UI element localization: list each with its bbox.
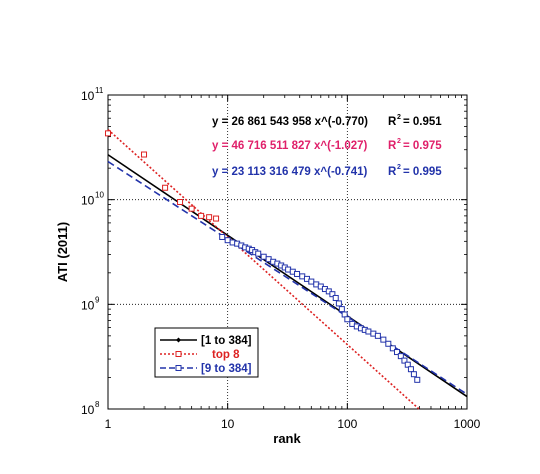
data-point (294, 270, 301, 277)
legend-entry-rest: [9 to 384] (160, 363, 252, 375)
data-point (414, 376, 421, 383)
annotation-fit-top8: y = 46 716 511 827 x^(-1.027) R 2 = 0.97… (212, 138, 442, 152)
data-point (219, 233, 226, 240)
y-tick-label-base: 10 (81, 194, 95, 208)
annotation-fit-all: y = 26 861 543 958 x^(-0.770) R 2 = 0.95… (212, 114, 442, 128)
legend-entry-top8: top 8 (160, 349, 240, 361)
annotation-r2-exp: 2 (397, 114, 401, 121)
data-point (260, 253, 267, 260)
data-point (385, 340, 392, 347)
data-point (344, 316, 351, 323)
y-tick-label-base: 10 (81, 403, 95, 417)
legend-square-marker (175, 351, 182, 357)
y-axis-label: ATI (2011) (55, 222, 70, 282)
data-point (255, 250, 262, 257)
annotation-r2-label: R (388, 140, 397, 152)
y-tick-label-base: 10 (81, 298, 95, 312)
x-tick-label: 100 (337, 417, 357, 431)
data-point (206, 214, 213, 221)
data-point (329, 291, 336, 298)
x-tick-label: 10 (221, 417, 235, 431)
annotation-equation: y = 26 861 543 958 x^(-0.770) (212, 116, 368, 128)
legend-label: [9 to 384] (201, 363, 252, 375)
legend-square-marker (175, 365, 182, 371)
annotation-r2-value: = 0.951 (403, 116, 442, 128)
data-point (162, 184, 169, 191)
data-point (177, 198, 184, 205)
data-point (393, 349, 400, 356)
x-axis-label: rank (273, 431, 301, 446)
data-point (380, 336, 387, 343)
data-point (198, 212, 205, 219)
data-point (141, 151, 148, 158)
annotation-r2-label: R (388, 116, 397, 128)
data-point (188, 205, 195, 212)
data-points (105, 130, 421, 383)
data-point (404, 361, 411, 368)
data-point (332, 294, 339, 301)
annotation-r2-value: = 0.975 (403, 140, 442, 152)
y-tick-label-base: 10 (81, 89, 95, 103)
x-tick-label: 1000 (454, 417, 481, 431)
legend-box (154, 327, 259, 378)
fit-lines (107, 129, 468, 410)
y-tick-label-exponent: 11 (95, 86, 104, 95)
x-tick-label: 1 (105, 417, 112, 431)
data-point (389, 345, 396, 352)
legend-label: top 8 (212, 349, 240, 361)
data-point (410, 371, 417, 378)
legend-label: [1 to 384] (201, 335, 252, 347)
fit-annotations: y = 26 861 543 958 x^(-0.770) R 2 = 0.95… (212, 114, 442, 178)
legend: [1 to 384] top 8 [9 to 384] (154, 327, 259, 378)
annotation-r2-exp: 2 (397, 164, 401, 171)
annotation-r2-value: = 0.995 (403, 166, 442, 178)
annotation-equation: y = 46 716 511 827 x^(-1.027) (212, 140, 368, 152)
y-tick-label-exponent: 10 (95, 191, 104, 200)
annotation-equation: y = 23 113 316 479 x^(-0.741) (212, 166, 368, 178)
fit-line-1 (107, 129, 420, 410)
plot-frame (107, 94, 468, 410)
annotation-fit-rest: y = 23 113 316 479 x^(-0.741) R 2 = 0.99… (212, 164, 442, 178)
data-point (338, 306, 345, 313)
data-point (335, 300, 342, 307)
data-point (397, 353, 404, 360)
data-point (401, 357, 408, 364)
data-point (407, 366, 414, 373)
data-point (213, 215, 220, 222)
y-tick-label-exponent: 9 (95, 295, 100, 304)
y-tick-label-exponent: 8 (95, 400, 100, 409)
legend-diamond-marker (176, 337, 181, 343)
legend-entry-all: [1 to 384] (160, 335, 252, 347)
data-point (105, 130, 111, 137)
fit-line-2 (107, 160, 468, 395)
annotation-r2-label: R (388, 166, 397, 178)
data-point (374, 332, 381, 339)
data-point (341, 311, 348, 318)
data-point (365, 328, 372, 335)
annotation-r2-exp: 2 (397, 138, 401, 145)
data-point (308, 278, 315, 285)
data-point (224, 237, 231, 244)
